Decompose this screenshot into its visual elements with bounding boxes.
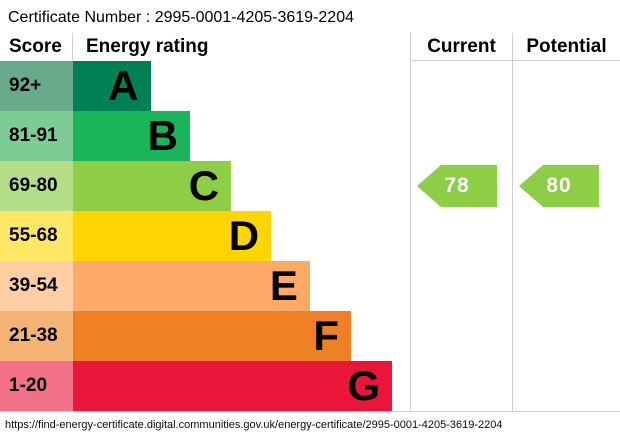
certificate-url: https://find-energy-certificate.digital.…	[5, 419, 503, 431]
potential-rating-arrow: 80	[519, 165, 599, 207]
rating-bar-g: G	[73, 361, 393, 411]
rating-bar-b: B	[73, 111, 190, 161]
score-range-label-f: 21-38	[9, 325, 58, 346]
energy-rating-table: Score Energy rating Current Potential 92…	[0, 33, 620, 412]
score-range-g: 1-20	[0, 361, 73, 411]
rating-letter-e: E	[269, 262, 298, 309]
rating-bar-cell-g: G	[73, 361, 410, 411]
rating-bar-c: C	[73, 161, 232, 211]
rating-letter-c: C	[188, 162, 220, 209]
current-rating-value: 78	[444, 174, 470, 197]
rating-bar-cell-c: C	[73, 161, 410, 211]
rating-bar-cell-d: D	[73, 211, 410, 261]
band-row-g: 1-20 G	[0, 361, 620, 411]
potential-cell-e	[512, 261, 620, 311]
band-row-f: 21-38 F	[0, 311, 620, 361]
rating-bar-e: E	[73, 261, 310, 311]
score-range-f: 21-38	[0, 311, 73, 361]
rating-bar-f: F	[73, 311, 352, 361]
header-potential: Potential	[512, 33, 620, 61]
score-range-e: 39-54	[0, 261, 73, 311]
score-range-d: 55-68	[0, 211, 73, 261]
band-row-b: 81-91 B	[0, 111, 620, 161]
score-range-label-c: 69-80	[9, 175, 58, 196]
band-row-c: 69-80 C 78 80	[0, 161, 620, 211]
score-range-label-g: 1-20	[9, 375, 48, 396]
rating-letter-a: A	[108, 62, 139, 109]
band-row-e: 39-54 E	[0, 261, 620, 311]
current-cell-b	[410, 111, 512, 161]
current-cell-f	[410, 311, 512, 361]
rating-bar-cell-b: B	[73, 111, 410, 161]
potential-cell-f	[512, 311, 620, 361]
band-row-a: 92+ A	[0, 61, 620, 111]
current-cell-c: 78	[410, 161, 512, 211]
header-energy-rating: Energy rating	[86, 36, 209, 57]
rating-bar-cell-f: F	[73, 311, 410, 361]
potential-cell-c: 80	[512, 161, 620, 211]
rating-bar-d: D	[73, 211, 272, 261]
current-cell-e	[410, 261, 512, 311]
rating-bar-cell-a: A	[73, 61, 410, 111]
potential-cell-a	[512, 61, 620, 111]
rating-letter-b: B	[147, 112, 178, 159]
score-range-c: 69-80	[0, 161, 73, 211]
rating-letter-g: G	[347, 362, 381, 409]
rating-bar-cell-e: E	[73, 261, 410, 311]
potential-rating-value: 80	[546, 174, 572, 197]
header-score: Score	[0, 33, 73, 61]
current-rating-arrow: 78	[417, 165, 497, 207]
rating-letter-d: D	[228, 212, 260, 259]
score-range-b: 81-91	[0, 111, 73, 161]
current-cell-d	[410, 211, 512, 261]
potential-cell-g	[512, 361, 620, 411]
potential-cell-d	[512, 211, 620, 261]
table-header-row: Score Energy rating Current Potential	[0, 33, 620, 61]
score-range-label-e: 39-54	[9, 275, 58, 296]
certificate-number-title: Certificate Number : 2995-0001-4205-3619…	[8, 9, 354, 26]
score-range-label-a: 92+	[9, 75, 42, 96]
header-current: Current	[410, 33, 512, 61]
score-range-label-b: 81-91	[9, 125, 58, 146]
rating-letter-f: F	[313, 312, 340, 359]
current-cell-g	[410, 361, 512, 411]
score-range-a: 92+	[0, 61, 73, 111]
current-cell-a	[410, 61, 512, 111]
rating-bar-a: A	[73, 61, 151, 111]
potential-cell-b	[512, 111, 620, 161]
band-row-d: 55-68 D	[0, 211, 620, 261]
score-range-label-d: 55-68	[9, 225, 58, 246]
